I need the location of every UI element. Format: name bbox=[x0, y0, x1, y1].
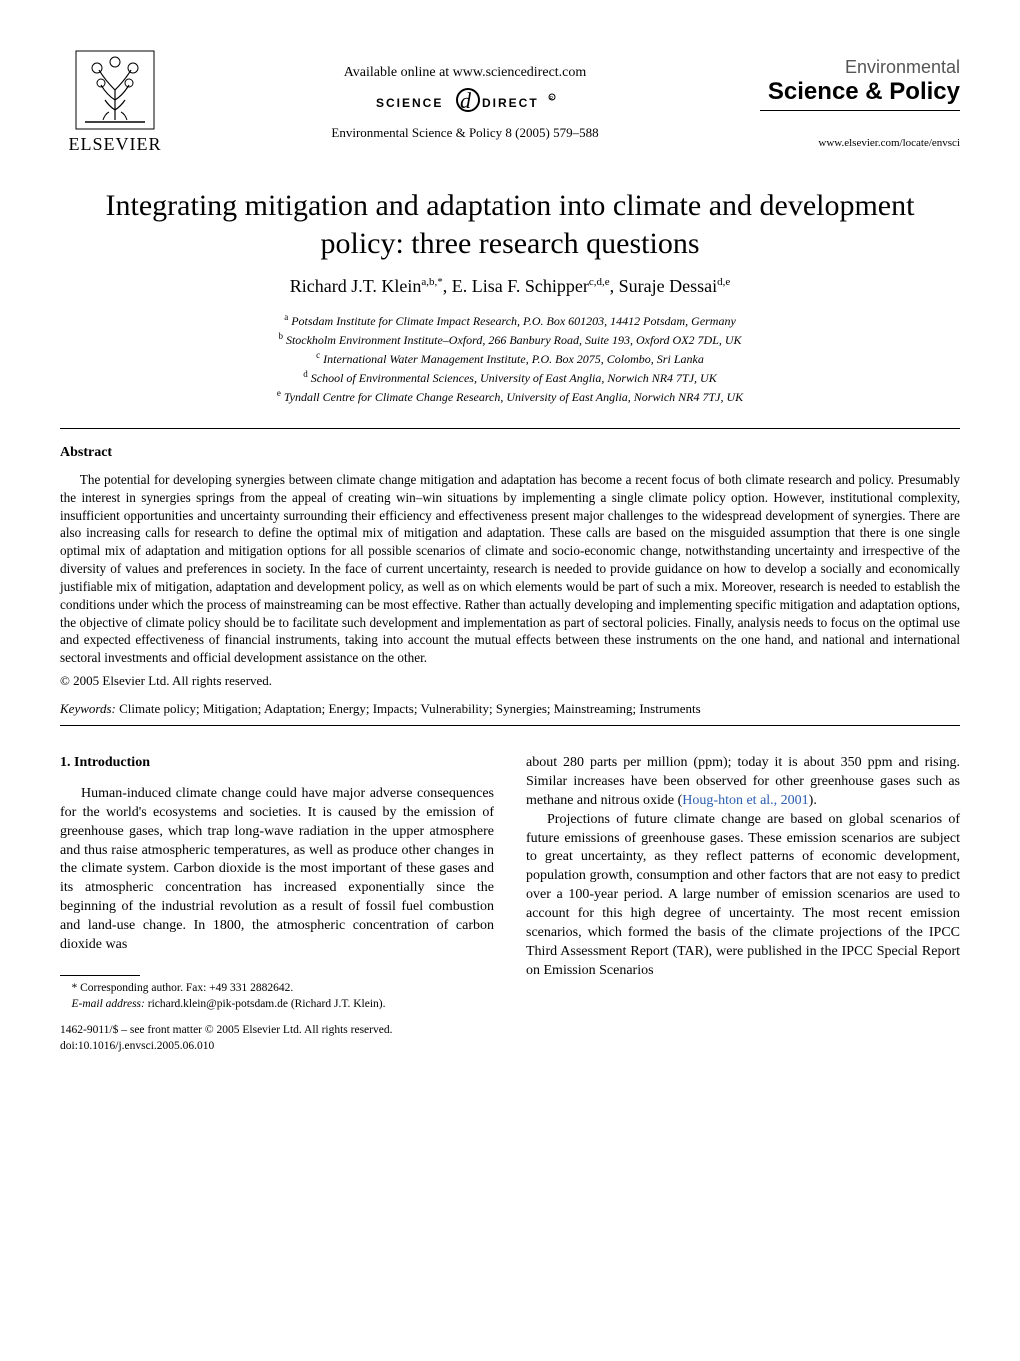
author-3-sup: d,e bbox=[717, 276, 730, 288]
svg-text:R: R bbox=[550, 96, 554, 102]
column-left: 1. Introduction Human-induced climate ch… bbox=[60, 754, 494, 1054]
journal-name-line2: Science & Policy bbox=[760, 78, 960, 106]
article-title: Integrating mitigation and adaptation in… bbox=[100, 187, 920, 262]
author-1-sup: a,b,* bbox=[421, 276, 442, 288]
elsevier-tree-icon bbox=[75, 50, 155, 130]
affiliation-c-text: International Water Management Institute… bbox=[323, 352, 704, 366]
affiliation-c: c International Water Management Institu… bbox=[60, 349, 960, 368]
affiliation-d-text: School of Environmental Sciences, Univer… bbox=[311, 371, 717, 385]
citation-line: Environmental Science & Policy 8 (2005) … bbox=[170, 125, 760, 141]
journal-underline bbox=[760, 110, 960, 111]
copyright-line: © 2005 Elsevier Ltd. All rights reserved… bbox=[60, 673, 960, 689]
author-2-sup: c,d,e bbox=[589, 276, 610, 288]
abstract-heading: Abstract bbox=[60, 445, 960, 461]
col2-p1-b: ). bbox=[809, 793, 817, 808]
intro-paragraph-1-cont: about 280 parts per million (ppm); today… bbox=[526, 754, 960, 811]
author-3: Suraje Dessai bbox=[619, 276, 717, 296]
elsevier-label: ELSEVIER bbox=[60, 134, 170, 155]
footnote-corresponding: * Corresponding author. Fax: +49 331 288… bbox=[60, 980, 494, 996]
available-online-text: Available online at www.sciencedirect.co… bbox=[170, 65, 760, 81]
affiliation-b: b Stockholm Environment Institute–Oxford… bbox=[60, 330, 960, 349]
header-center: Available online at www.sciencedirect.co… bbox=[170, 65, 760, 141]
affiliation-a-text: Potsdam Institute for Climate Impact Res… bbox=[291, 314, 736, 328]
affiliation-b-text: Stockholm Environment Institute–Oxford, … bbox=[286, 333, 742, 347]
abstract-top-rule bbox=[60, 428, 960, 429]
affiliation-e: e Tyndall Centre for Climate Change Rese… bbox=[60, 387, 960, 406]
svg-text:DIRECT: DIRECT bbox=[482, 96, 539, 110]
footnote-email: E-mail address: richard.klein@pik-potsda… bbox=[60, 996, 494, 1012]
affiliations: a Potsdam Institute for Climate Impact R… bbox=[60, 311, 960, 406]
author-2: E. Lisa F. Schipper bbox=[452, 276, 589, 296]
body-columns: 1. Introduction Human-induced climate ch… bbox=[60, 754, 960, 1054]
footnote-rule bbox=[60, 975, 140, 976]
affiliation-d: d School of Environmental Sciences, Univ… bbox=[60, 368, 960, 387]
header-right: Environmental Science & Policy www.elsev… bbox=[760, 57, 960, 149]
introduction-heading: 1. Introduction bbox=[60, 754, 494, 773]
svg-text:SCIENCE: SCIENCE bbox=[376, 96, 443, 110]
author-1: Richard J.T. Klein bbox=[290, 276, 422, 296]
affiliation-a: a Potsdam Institute for Climate Impact R… bbox=[60, 311, 960, 330]
intro-paragraph-1: Human-induced climate change could have … bbox=[60, 785, 494, 955]
keywords-label: Keywords: bbox=[60, 701, 116, 716]
intro-paragraph-2: Projections of future climate change are… bbox=[526, 811, 960, 981]
locate-url: www.elsevier.com/locate/envsci bbox=[760, 137, 960, 149]
footnote-email-value: richard.klein@pik-potsdam.de (Richard J.… bbox=[148, 998, 386, 1010]
affiliation-e-text: Tyndall Centre for Climate Change Resear… bbox=[284, 390, 743, 404]
page-header: ELSEVIER Available online at www.science… bbox=[60, 50, 960, 155]
authors-line: Richard J.T. Kleina,b,*, E. Lisa F. Schi… bbox=[60, 276, 960, 297]
journal-name-line1: Environmental bbox=[760, 57, 960, 78]
column-right: about 280 parts per million (ppm); today… bbox=[526, 754, 960, 1054]
issn-line: 1462-9011/$ – see front matter © 2005 El… bbox=[60, 1022, 494, 1038]
keywords-list: Climate policy; Mitigation; Adaptation; … bbox=[119, 701, 701, 716]
abstract-body: The potential for developing synergies b… bbox=[60, 471, 960, 667]
footnote-email-label: E-mail address: bbox=[72, 998, 145, 1010]
svg-text:d: d bbox=[460, 88, 472, 113]
reference-link-houghton[interactable]: Houg-hton et al., 2001 bbox=[682, 793, 808, 808]
keywords-line: Keywords: Climate policy; Mitigation; Ad… bbox=[60, 701, 960, 717]
sciencedirect-logo: SCIENCE d DIRECT R bbox=[370, 87, 560, 115]
elsevier-logo-block: ELSEVIER bbox=[60, 50, 170, 155]
doi-block: 1462-9011/$ – see front matter © 2005 El… bbox=[60, 1022, 494, 1054]
abstract-bottom-rule bbox=[60, 725, 960, 726]
doi-line: doi:10.1016/j.envsci.2005.06.010 bbox=[60, 1038, 494, 1054]
